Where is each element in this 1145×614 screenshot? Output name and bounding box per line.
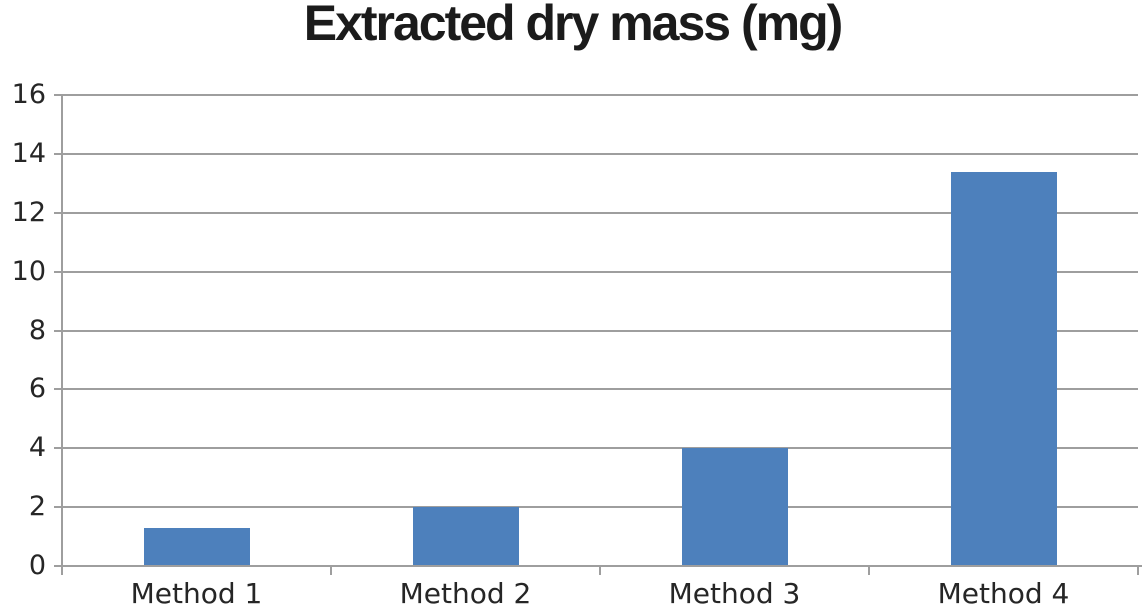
x-axis-tick	[330, 566, 332, 575]
y-axis-tick	[54, 506, 70, 509]
y-axis-tick-label: 2	[28, 491, 46, 523]
y-axis-tick	[54, 270, 70, 273]
y-axis-tick-label: 12	[11, 196, 46, 228]
gridline	[62, 211, 1138, 214]
x-axis-tick	[599, 566, 601, 575]
bar-method-2	[412, 507, 519, 566]
y-axis-tick-label: 14	[11, 137, 46, 169]
gridline	[62, 506, 1138, 509]
bar-method-1	[143, 527, 250, 566]
x-axis-tick	[1137, 566, 1139, 575]
y-axis-tick	[54, 388, 70, 391]
y-axis-tick-label: 6	[28, 373, 46, 405]
y-axis-tick	[54, 329, 70, 332]
gridline	[62, 270, 1138, 273]
y-axis-tick-label: 4	[28, 432, 46, 464]
chart-title: Extracted dry mass (mg)	[303, 0, 844, 51]
x-axis-category-label: Method 2	[399, 577, 532, 610]
gridline	[62, 152, 1138, 155]
x-axis-category-label: Method 3	[668, 577, 801, 610]
y-axis-tick	[54, 447, 70, 450]
x-axis-tick	[61, 566, 63, 575]
y-axis-tick-label: 10	[11, 255, 46, 287]
y-axis-tick-label: 8	[28, 314, 46, 346]
gridline	[62, 329, 1138, 332]
y-axis-tick-label: 16	[11, 79, 46, 110]
y-axis-tick-label: 0	[28, 550, 46, 581]
x-axis-tick	[868, 566, 870, 575]
x-axis-line	[62, 565, 1142, 567]
y-axis-tick	[54, 152, 70, 155]
y-axis-tick	[54, 211, 70, 214]
bar-method-4	[950, 171, 1057, 566]
gridline	[62, 388, 1138, 391]
x-axis-category-label: Method 1	[130, 577, 263, 610]
y-axis-tick	[54, 94, 70, 96]
gridline	[62, 94, 1138, 96]
gridline	[62, 447, 1138, 450]
x-axis-category-label: Method 4	[937, 577, 1070, 610]
bar-method-3	[681, 448, 788, 566]
